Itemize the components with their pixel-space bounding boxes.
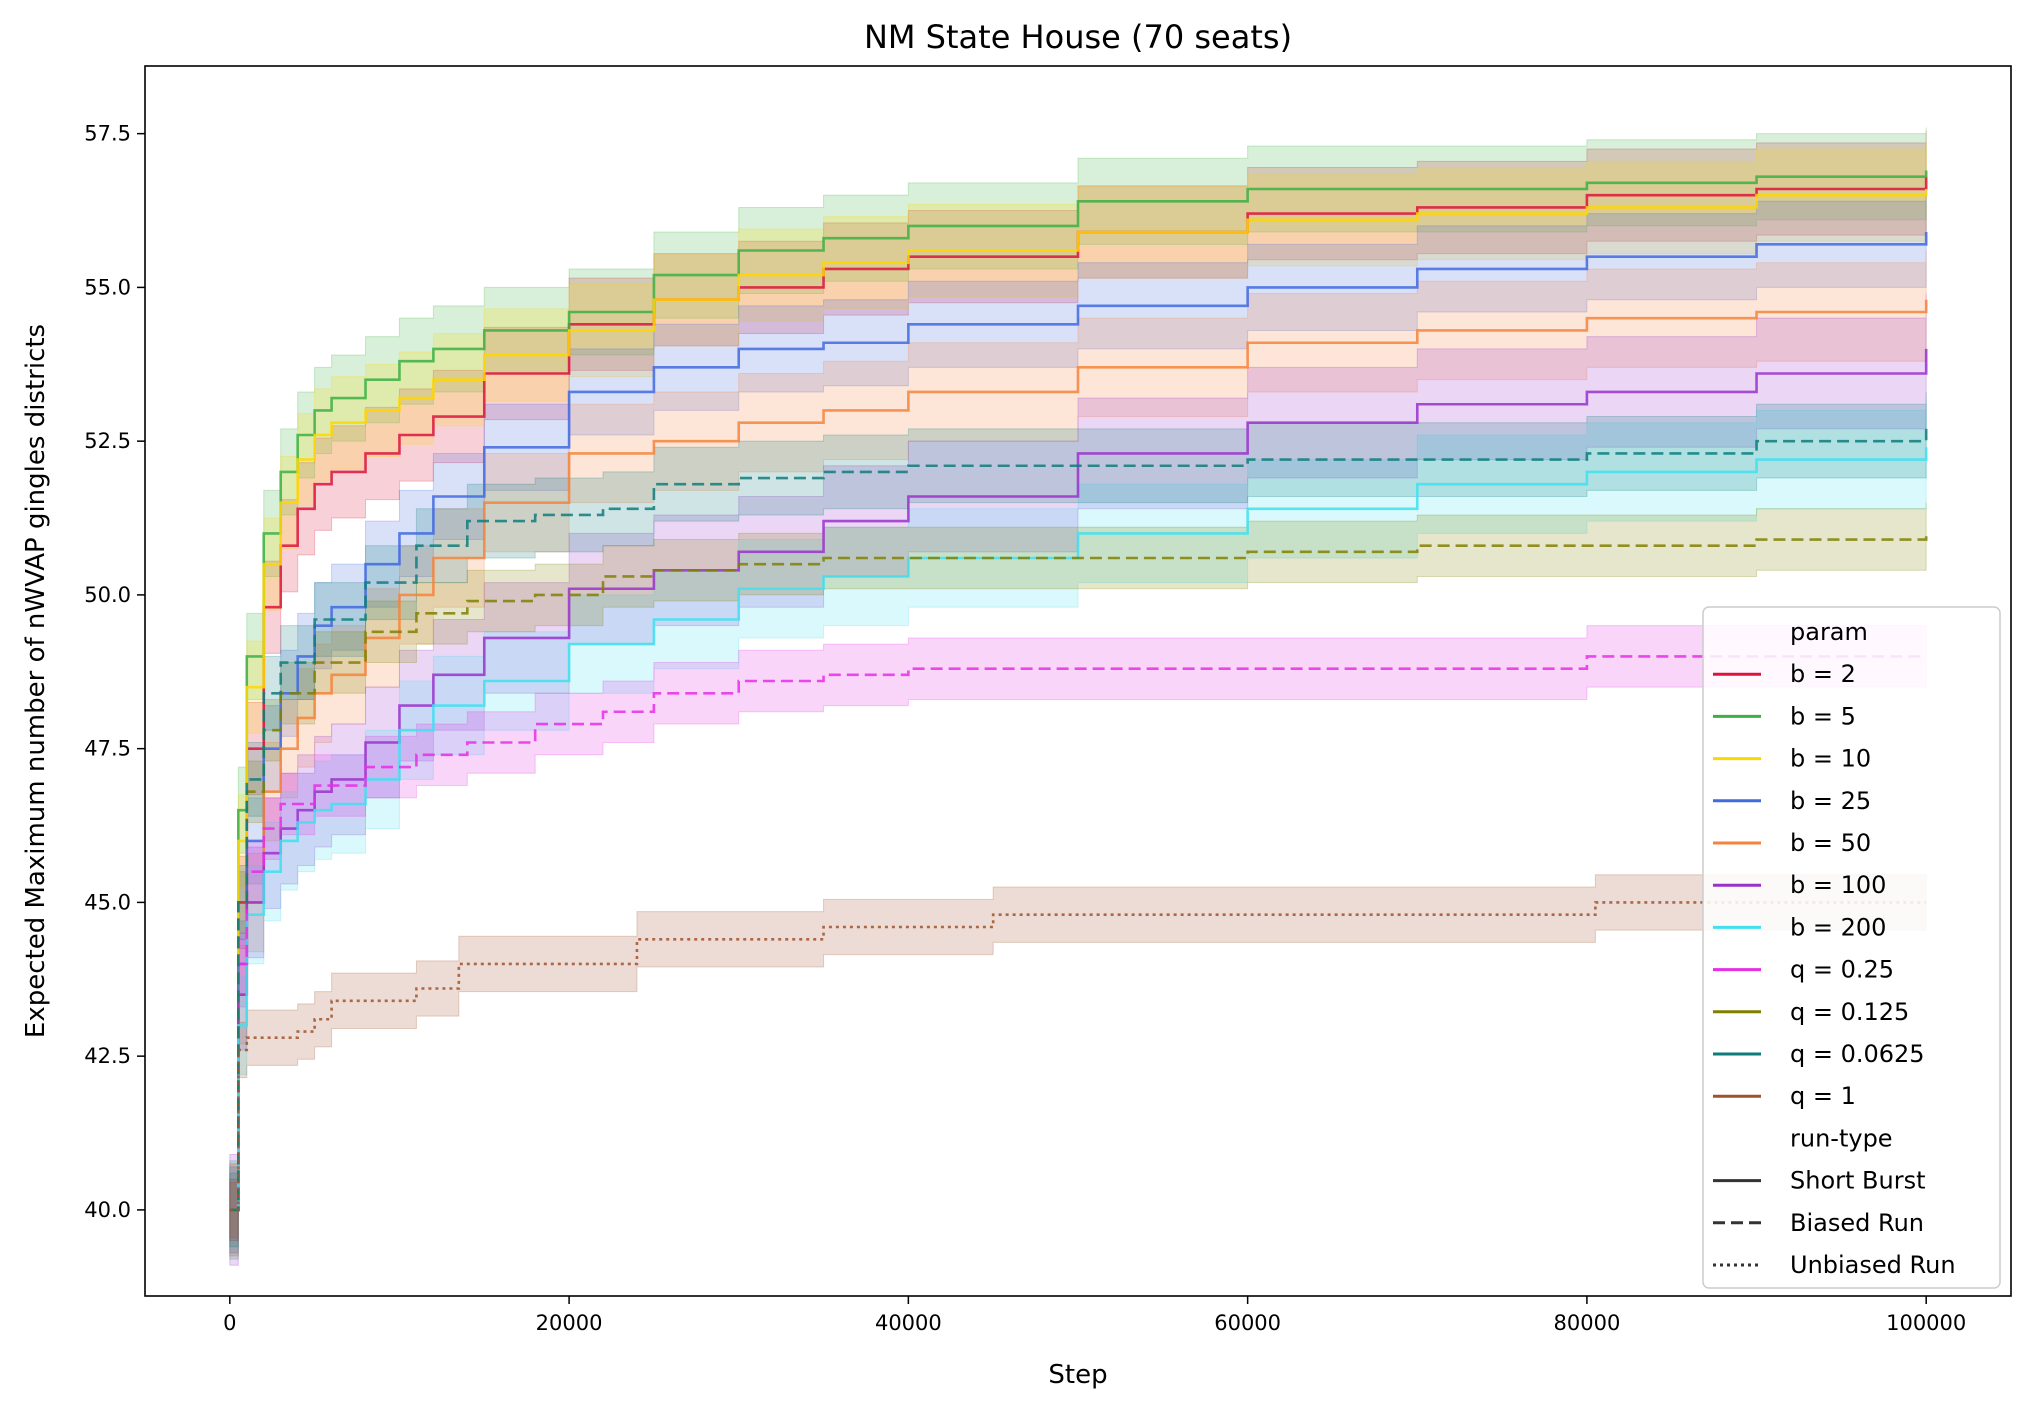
legend-label-b-200: b = 200	[1790, 913, 1886, 941]
legend-label-b-25: b = 25	[1790, 787, 1871, 815]
legend-title: param	[1790, 618, 1868, 646]
chart-title: NM State House (70 seats)	[864, 18, 1292, 56]
y-tick-label: 52.5	[84, 429, 131, 453]
y-tick-label: 57.5	[84, 122, 131, 146]
series-line-q-0-0625	[229, 428, 1928, 1212]
legend-label-q-0-25: q = 0.25	[1790, 956, 1894, 984]
y-axis: 40.0 42.5 45.0 47.5 50.0 52.5 55.0 57.5	[84, 122, 145, 1222]
legend-label-unbiased-run: Unbiased Run	[1790, 1251, 1956, 1279]
legend-label-b-10: b = 10	[1790, 745, 1871, 773]
y-axis-title: Expected Maximum number of nWVAP gingles…	[21, 324, 51, 1038]
band-b-100	[229, 293, 1927, 1266]
y-tick-label: 50.0	[84, 583, 131, 607]
series-line-q-0-25	[229, 655, 1927, 1212]
legend-label-b-5: b = 5	[1790, 702, 1856, 730]
legend-label-b-2: b = 2	[1790, 660, 1856, 688]
legend-label-q-0-125: q = 0.125	[1790, 998, 1909, 1026]
x-axis: 0 20000 40000 60000 80000 100000	[223, 1296, 1966, 1335]
x-axis-title: Step	[1048, 1360, 1107, 1390]
legend: param b = 2 b = 5 b = 10 b = 25 b = 50 b = 100…	[1702, 606, 2001, 1289]
legend-box	[1702, 606, 2001, 1289]
band-b-5	[229, 127, 1927, 1254]
series-line-q-0-125	[229, 533, 1928, 1212]
series-line-q-1	[229, 901, 1927, 1212]
y-tick-label: 42.5	[84, 1044, 131, 1068]
x-tick-label: 60000	[1214, 1311, 1281, 1335]
legend-label-q-0-0625: q = 0.0625	[1790, 1040, 1925, 1068]
series-lines	[229, 170, 1928, 1212]
series-line-b-50	[229, 299, 1928, 1212]
y-tick-label: 45.0	[84, 890, 131, 914]
legend-label-biased-run: Biased Run	[1790, 1209, 1924, 1237]
x-tick-label: 0	[223, 1311, 236, 1335]
y-tick-label: 40.0	[84, 1198, 131, 1222]
legend-label-q-1: q = 1	[1790, 1082, 1856, 1110]
x-tick-label: 100000	[1886, 1311, 1966, 1335]
plot-frame	[144, 65, 2012, 1297]
y-tick-label: 55.0	[84, 275, 131, 299]
legend-label-short-burst: Short Burst	[1790, 1167, 1926, 1195]
series-line-b-10	[229, 189, 1928, 1212]
legend-title: run-type	[1790, 1124, 1893, 1152]
series-line-b-200	[229, 447, 1928, 1212]
legend-label-b-100: b = 100	[1790, 871, 1886, 899]
band-b-2	[229, 130, 1927, 1257]
legend-label-b-50: b = 50	[1790, 829, 1871, 857]
y-tick-label: 47.5	[84, 737, 131, 761]
x-tick-label: 40000	[875, 1311, 942, 1335]
x-tick-label: 20000	[536, 1311, 603, 1335]
x-tick-label: 80000	[1554, 1311, 1621, 1335]
